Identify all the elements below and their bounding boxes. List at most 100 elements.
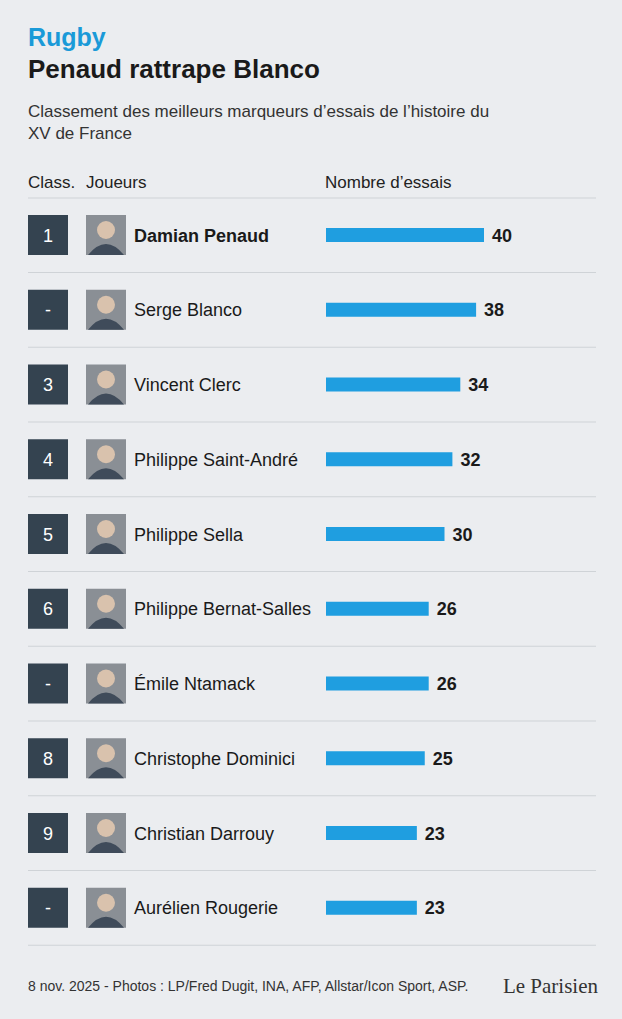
subtitle: Classement des meilleurs marqueurs d’ess…	[28, 102, 489, 143]
logo: Le Parisien	[503, 974, 599, 998]
rank-label: 8	[43, 749, 53, 769]
bar	[326, 751, 425, 765]
photo-frame	[86, 439, 126, 479]
player-photo	[86, 290, 126, 330]
value-header: Nombre d’essais	[325, 173, 452, 192]
rank-label: 5	[43, 525, 53, 545]
player-photo	[86, 514, 126, 554]
rank-box	[28, 439, 68, 479]
player-photo	[86, 439, 126, 479]
player-photo	[86, 664, 126, 704]
photo-frame	[86, 215, 126, 255]
photo-frame	[86, 290, 126, 330]
photo-frame	[86, 664, 126, 704]
photo-head	[97, 296, 115, 314]
data-label: 26	[437, 674, 457, 694]
photo-body	[88, 319, 124, 330]
data-label: 25	[433, 749, 453, 769]
header-rule	[28, 198, 596, 199]
rank-label: 6	[43, 599, 53, 619]
photo-head	[97, 221, 115, 239]
category-header: Joueurs	[86, 173, 146, 192]
category-label: Philippe Saint-André	[134, 450, 298, 470]
row-rule	[28, 945, 596, 946]
row-rule	[28, 870, 596, 871]
category-label: Christophe Dominici	[134, 749, 295, 769]
photo-head	[97, 819, 115, 837]
data-label: 23	[425, 898, 445, 918]
category-label: Vincent Clerc	[134, 375, 241, 395]
photo-head	[97, 371, 115, 389]
photo-body	[88, 693, 124, 704]
player-photo	[86, 738, 126, 778]
rank-box	[28, 888, 68, 928]
photo-frame	[86, 589, 126, 629]
photo-frame	[86, 888, 126, 928]
photo-body	[88, 618, 124, 629]
photo-head	[97, 445, 115, 463]
photo-body	[88, 394, 124, 405]
bar	[326, 826, 417, 840]
data-label: 38	[484, 300, 504, 320]
row-rule	[28, 646, 596, 647]
photo-body	[88, 468, 124, 479]
category-label: Émile Ntamack	[134, 674, 256, 694]
bar	[326, 378, 460, 392]
player-photo	[86, 365, 126, 405]
rank-box	[28, 664, 68, 704]
chart: RugbyPenaud rattrape BlancoClassement de…	[0, 0, 622, 1019]
photo-frame	[86, 813, 126, 853]
row-rule	[28, 272, 596, 273]
photo-head	[97, 894, 115, 912]
rank-box	[28, 514, 68, 554]
data-label: 32	[460, 450, 480, 470]
photo-head	[97, 744, 115, 762]
rank-label: 4	[43, 450, 53, 470]
player-photo	[86, 215, 126, 255]
photo-head	[97, 520, 115, 538]
row-rule	[28, 571, 596, 572]
player-photo	[86, 589, 126, 629]
rank-box	[28, 813, 68, 853]
kicker: Rugby	[28, 23, 106, 51]
rank-box	[28, 738, 68, 778]
row-rule	[28, 795, 596, 796]
photo-head	[97, 595, 115, 613]
photo-body	[88, 767, 124, 778]
data-label: 23	[425, 824, 445, 844]
category-label: Damian Penaud	[134, 226, 269, 246]
data-label: 30	[453, 525, 473, 545]
rank-label: -	[45, 898, 51, 918]
row-rule	[28, 496, 596, 497]
photo-head	[97, 670, 115, 688]
rank-box	[28, 365, 68, 405]
rank-label: -	[45, 674, 51, 694]
row-rule	[28, 422, 596, 423]
rank-label: 1	[43, 226, 53, 246]
category-label: Philippe Bernat-Salles	[134, 599, 311, 619]
data-label: 26	[437, 599, 457, 619]
bar	[326, 677, 429, 691]
player-photo	[86, 888, 126, 928]
category-label: Christian Darrouy	[134, 824, 274, 844]
bar	[326, 452, 452, 466]
photo-frame	[86, 738, 126, 778]
subtitle-line: XV de France	[28, 124, 132, 143]
category-label: Serge Blanco	[134, 300, 242, 320]
rank-box	[28, 215, 68, 255]
background	[0, 0, 622, 1019]
data-label: 34	[468, 375, 488, 395]
row-rule	[28, 347, 596, 348]
bar	[326, 228, 484, 242]
photo-body	[88, 244, 124, 255]
rank-box	[28, 290, 68, 330]
subtitle-line: Classement des meilleurs marqueurs d’ess…	[28, 102, 489, 121]
photo-body	[88, 917, 124, 928]
category-label: Philippe Sella	[134, 525, 244, 545]
rank-label: 3	[43, 375, 53, 395]
row-rule	[28, 721, 596, 722]
rank-label: -	[45, 300, 51, 320]
source: 8 nov. 2025 - Photos : LP/Fred Dugit, IN…	[28, 978, 468, 994]
data-label: 40	[492, 226, 512, 246]
player-photo	[86, 813, 126, 853]
